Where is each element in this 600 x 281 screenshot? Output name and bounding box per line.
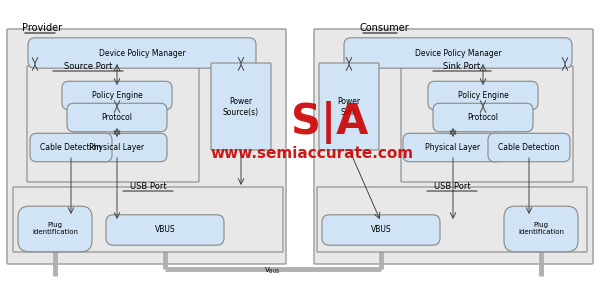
FancyBboxPatch shape <box>28 38 256 68</box>
FancyBboxPatch shape <box>319 63 379 150</box>
FancyBboxPatch shape <box>428 81 538 110</box>
FancyBboxPatch shape <box>211 63 271 150</box>
Text: Device Policy Manager: Device Policy Manager <box>98 49 185 58</box>
FancyBboxPatch shape <box>433 103 533 132</box>
FancyBboxPatch shape <box>314 29 593 264</box>
Text: USB Port: USB Port <box>434 182 470 191</box>
FancyBboxPatch shape <box>13 187 283 252</box>
Text: Protocol: Protocol <box>101 113 133 122</box>
Text: USB Port: USB Port <box>130 182 166 191</box>
Text: Power
Sink: Power Sink <box>337 97 361 117</box>
FancyBboxPatch shape <box>18 206 92 252</box>
Text: Sink Port: Sink Port <box>443 62 481 71</box>
FancyBboxPatch shape <box>488 133 570 162</box>
Text: Provider: Provider <box>22 23 62 33</box>
Text: VBUS: VBUS <box>155 225 175 235</box>
FancyBboxPatch shape <box>322 215 440 245</box>
Text: Protocol: Protocol <box>467 113 499 122</box>
FancyBboxPatch shape <box>317 187 587 252</box>
FancyBboxPatch shape <box>344 38 572 68</box>
Text: Physical Layer: Physical Layer <box>425 143 481 152</box>
FancyBboxPatch shape <box>67 103 167 132</box>
Text: Cable Detection: Cable Detection <box>499 143 560 152</box>
FancyBboxPatch shape <box>27 66 199 182</box>
Text: Power
Source(s): Power Source(s) <box>223 97 259 117</box>
Text: V$_{\mathrm{BUS}}$: V$_{\mathrm{BUS}}$ <box>263 266 280 276</box>
FancyBboxPatch shape <box>30 133 112 162</box>
FancyBboxPatch shape <box>62 81 172 110</box>
Text: Policy Engine: Policy Engine <box>92 91 142 100</box>
FancyBboxPatch shape <box>106 215 224 245</box>
Text: Physical Layer: Physical Layer <box>89 143 145 152</box>
Text: Plug
identification: Plug identification <box>518 223 564 235</box>
Text: Policy Engine: Policy Engine <box>458 91 508 100</box>
FancyBboxPatch shape <box>504 206 578 252</box>
Text: Consumer: Consumer <box>360 23 410 33</box>
FancyBboxPatch shape <box>403 133 503 162</box>
FancyBboxPatch shape <box>7 29 286 264</box>
Text: www.semiaccurate.com: www.semiaccurate.com <box>210 146 413 160</box>
Text: VBUS: VBUS <box>371 225 391 235</box>
FancyBboxPatch shape <box>401 66 573 182</box>
Text: Device Policy Manager: Device Policy Manager <box>415 49 502 58</box>
Text: Source Port: Source Port <box>64 62 112 71</box>
Text: Cable Detection: Cable Detection <box>40 143 101 152</box>
Text: S|A: S|A <box>292 101 368 144</box>
Text: Plug
identification: Plug identification <box>32 223 78 235</box>
FancyBboxPatch shape <box>67 133 167 162</box>
